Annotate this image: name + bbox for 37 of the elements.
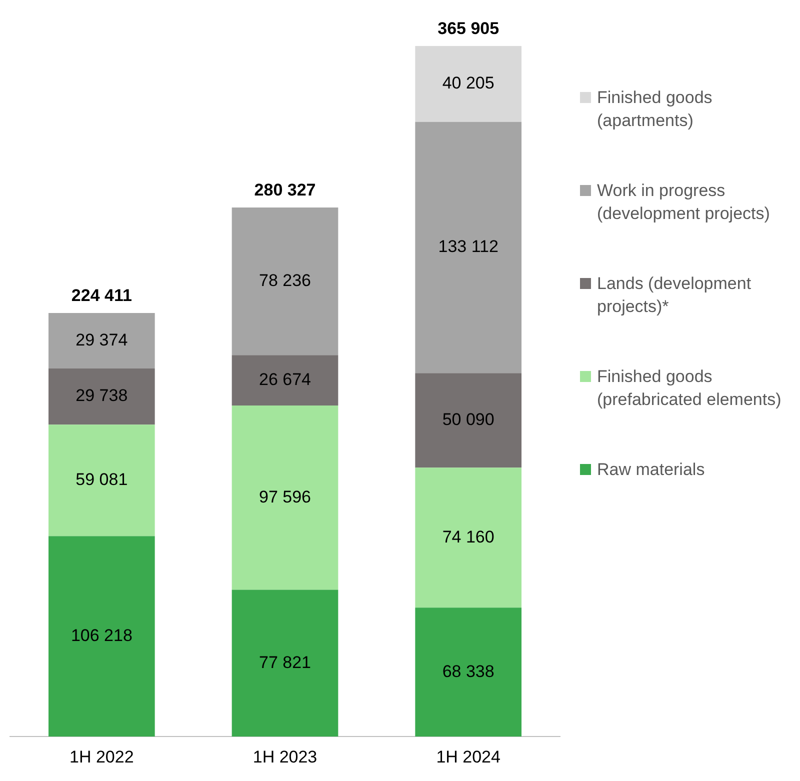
data-label: 50 090 xyxy=(442,410,494,430)
x-tick-label: 1H 2022 xyxy=(70,747,134,766)
data-label: 29 738 xyxy=(76,386,128,406)
legend-label: Finished goods (apartments) xyxy=(597,87,714,132)
bar xyxy=(48,313,155,368)
bar xyxy=(415,468,522,608)
bar xyxy=(48,536,155,737)
data-label: 40 205 xyxy=(442,74,494,93)
total-label: 280 327 xyxy=(254,180,316,200)
legend-label: Lands (development projects)* xyxy=(597,273,752,318)
data-label: 59 081 xyxy=(76,470,128,490)
bar xyxy=(48,368,155,425)
data-label: 74 160 xyxy=(442,527,494,546)
data-label: 78 236 xyxy=(259,271,311,290)
bar xyxy=(232,590,338,737)
x-tick-label: 1H 2024 xyxy=(436,747,500,766)
total-label: 365 905 xyxy=(438,19,500,38)
data-label: 97 596 xyxy=(259,487,311,506)
bar xyxy=(415,122,522,374)
bar xyxy=(48,424,155,536)
legend-label: Raw materials xyxy=(597,459,705,481)
x-tick-label: 1H 2023 xyxy=(252,747,318,766)
bar xyxy=(415,608,522,737)
bar xyxy=(232,208,338,356)
data-label: 133 112 xyxy=(438,237,498,256)
bar xyxy=(415,46,522,122)
data-label: 106 218 xyxy=(70,626,132,646)
data-label: 26 674 xyxy=(259,370,311,390)
total-label: 224 411 xyxy=(71,286,132,306)
data-label: 29 374 xyxy=(76,330,128,350)
legend-label: Finished goods (prefabricated elements) xyxy=(597,366,782,411)
bar xyxy=(232,406,338,590)
data-label: 77 821 xyxy=(259,652,311,672)
data-label: 68 338 xyxy=(442,662,494,681)
legend-label: Work in progress (development projects) xyxy=(597,180,771,225)
bar xyxy=(415,373,522,468)
bar xyxy=(232,355,338,406)
